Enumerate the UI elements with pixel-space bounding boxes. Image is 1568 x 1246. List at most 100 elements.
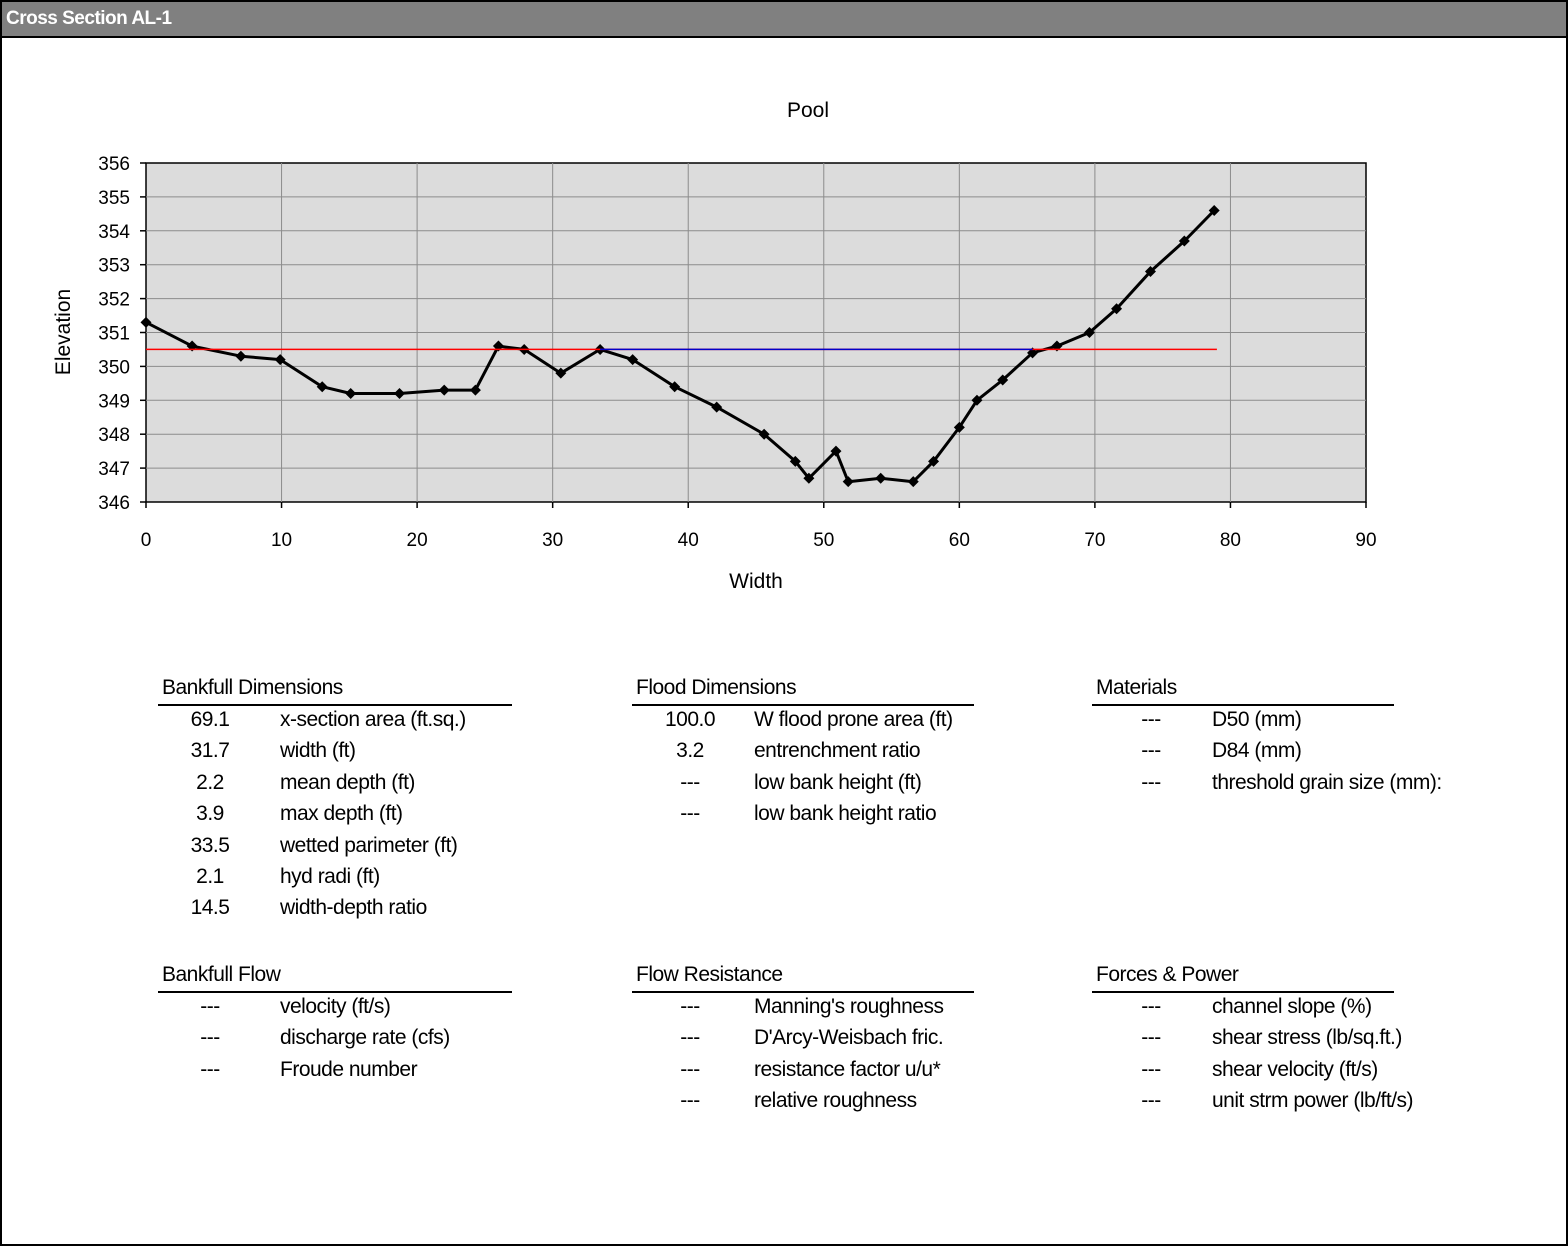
row-label: shear stress (lb/sq.ft.) (1212, 1026, 1402, 1050)
row-label: discharge rate (cfs) (280, 1026, 450, 1050)
data-point (928, 455, 940, 467)
data-point (140, 316, 152, 328)
y-tick-label: 347 (98, 459, 130, 480)
data-point (803, 472, 815, 484)
x-tick-label: 30 (542, 530, 563, 551)
section-divider (158, 991, 512, 993)
y-tick-label: 346 (98, 493, 130, 514)
data-point (1208, 204, 1220, 216)
y-tick-label: 349 (98, 391, 130, 412)
x-tick-label: 20 (407, 530, 428, 551)
x-tick-label: 80 (1220, 530, 1241, 551)
row-value: --- (200, 1026, 220, 1050)
data-point (907, 476, 919, 488)
grid-lines (146, 163, 1366, 502)
row-label: resistance factor u/u* (754, 1057, 941, 1081)
row-value: --- (680, 995, 700, 1018)
y-tick-label: 348 (98, 425, 130, 446)
data-point (669, 381, 681, 393)
row-label: low bank height (ft) (754, 770, 922, 794)
row-label: D84 (mm) (1212, 739, 1302, 763)
y-tick-label: 352 (98, 290, 130, 311)
data-point (316, 381, 328, 393)
series-layer (140, 204, 1220, 488)
axes: 346 347 348 349 350 351 352 353 354 355 356 0 10 20 30… (98, 154, 1376, 551)
row-value: --- (680, 1057, 700, 1081)
data-point (469, 384, 481, 396)
row-value: 2.1 (196, 865, 224, 888)
row-label: entrenchment ratio (754, 739, 921, 763)
row-value: --- (1141, 739, 1161, 763)
row-label: low bank height ratio (754, 802, 937, 826)
row-value: 3.2 (676, 739, 704, 763)
row-value: --- (1141, 995, 1161, 1018)
data-point (235, 350, 247, 362)
x-tick-label: 0 (141, 530, 152, 551)
row-label: channel slope (%) (1212, 995, 1372, 1018)
data-point (627, 354, 639, 366)
section-heading: Flow Resistance (636, 963, 783, 986)
row-label: Froude number (280, 1057, 418, 1081)
section-heading: Bankfull Flow (162, 963, 281, 986)
y-tick-label: 350 (98, 357, 130, 378)
y-tick-label: 356 (98, 154, 130, 175)
data-point (711, 401, 723, 413)
data-point (758, 428, 770, 440)
data-point (1178, 235, 1190, 247)
x-tick-label: 70 (1084, 530, 1105, 551)
x-tick-label: 10 (271, 530, 292, 551)
row-value: 2.2 (196, 770, 224, 794)
y-axis-label: Elevation (52, 289, 75, 375)
data-point (555, 367, 567, 379)
section-divider (1092, 704, 1394, 706)
row-value: --- (680, 1026, 700, 1050)
y-tick-label: 355 (98, 188, 130, 209)
row-value: 33.5 (190, 833, 230, 857)
y-tick-label: 353 (98, 256, 130, 277)
row-label: velocity (ft/s) (280, 995, 391, 1018)
data-point (1111, 303, 1123, 315)
row-label: wetted parimeter (ft) (280, 833, 458, 857)
row-label: hyd radi (ft) (280, 865, 380, 888)
data-point (393, 388, 405, 400)
row-value: 14.5 (190, 896, 230, 920)
data-point (842, 476, 854, 488)
section-heading: Flood Dimensions (636, 676, 797, 699)
data-point (345, 388, 357, 400)
x-tick-label: 40 (678, 530, 699, 551)
window-title: Cross Section AL-1 (6, 8, 172, 29)
row-label: unit strm power (lb/ft/s) (1212, 1089, 1414, 1113)
row-value: 100.0 (664, 708, 716, 731)
row-value: --- (200, 1057, 220, 1081)
x-tick-label: 50 (813, 530, 834, 551)
row-label: max depth (ft) (280, 802, 403, 826)
section-divider (1092, 991, 1394, 993)
row-label: width (ft) (280, 739, 356, 763)
data-point (875, 472, 887, 484)
row-label: Manning's roughness (754, 995, 944, 1018)
section-divider (632, 991, 974, 993)
section-divider (158, 704, 512, 706)
x-axis-label: Width (729, 570, 783, 593)
row-value: --- (1141, 1026, 1161, 1050)
row-value: --- (680, 802, 700, 826)
data-point (830, 445, 842, 457)
row-label: x-section area (ft.sq.) (280, 708, 466, 731)
section-heading: Bankfull Dimensions (162, 676, 343, 699)
data-point (438, 384, 450, 396)
section-divider (632, 704, 974, 706)
y-tick-label: 354 (98, 222, 130, 243)
data-point (953, 421, 965, 433)
row-label: D50 (mm) (1212, 708, 1302, 731)
row-value: --- (200, 995, 220, 1018)
row-value: 31.7 (190, 739, 230, 763)
y-tick-label: 351 (98, 324, 130, 345)
data-point (274, 354, 286, 366)
row-label: threshold grain size (mm): (1212, 770, 1442, 794)
row-value: --- (1141, 708, 1161, 731)
row-label: D'Arcy-Weisbach fric. (754, 1026, 944, 1050)
row-label: width-depth ratio (280, 896, 427, 920)
row-label: mean depth (ft) (280, 770, 415, 794)
row-label: shear velocity (ft/s) (1212, 1057, 1378, 1081)
